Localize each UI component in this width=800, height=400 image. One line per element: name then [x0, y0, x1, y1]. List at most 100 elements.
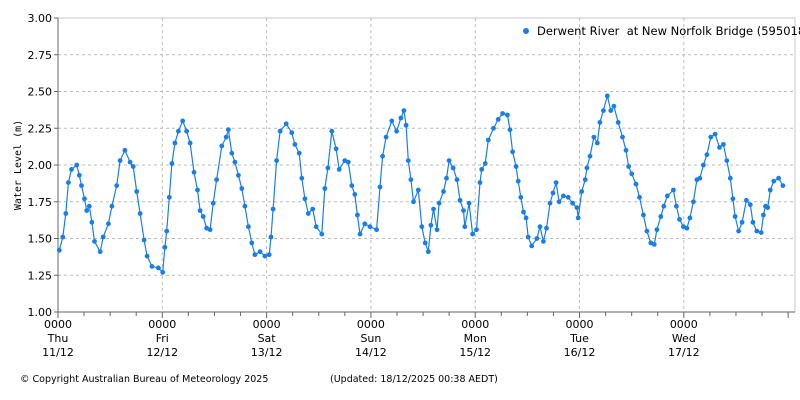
data-point	[747, 202, 753, 208]
data-point	[623, 147, 629, 153]
data-point	[579, 189, 585, 194]
gridlines	[57, 17, 796, 313]
data-point	[615, 120, 621, 125]
data-point	[425, 249, 431, 255]
data-point	[207, 227, 213, 233]
data-point	[444, 175, 449, 181]
data-point	[479, 167, 485, 172]
data-point	[296, 150, 302, 156]
data-point	[408, 177, 414, 183]
data-point	[505, 112, 510, 118]
data-point	[780, 183, 786, 189]
data-point	[608, 108, 614, 113]
data-point	[333, 146, 339, 152]
data-point	[419, 224, 425, 230]
data-point	[594, 140, 600, 146]
y-tick-label: 1.00	[28, 306, 53, 319]
data-point	[79, 183, 84, 189]
data-point	[674, 203, 679, 209]
x-tick-label: 17/12	[668, 346, 700, 359]
data-point	[389, 118, 395, 124]
data-point	[534, 236, 540, 241]
x-tick-label: Sun	[360, 332, 381, 345]
x-tick-label: 16/12	[564, 346, 596, 359]
data-point	[547, 200, 553, 206]
data-point	[310, 206, 316, 212]
data-point	[664, 193, 670, 199]
data-point	[415, 187, 421, 193]
data-point	[160, 269, 166, 275]
data-point	[654, 227, 660, 233]
data-point	[544, 225, 549, 231]
data-point	[477, 180, 483, 186]
data-point	[582, 177, 588, 183]
y-tick-label: 2.25	[28, 122, 53, 135]
x-tick-label: Sat	[258, 332, 277, 345]
data-point	[325, 165, 331, 171]
x-tick-label: 0000	[566, 318, 594, 331]
data-point	[252, 252, 258, 258]
data-point	[495, 117, 501, 122]
y-tick-label: 3.00	[28, 12, 53, 25]
data-point	[313, 224, 319, 230]
data-point	[500, 111, 505, 116]
data-point	[525, 234, 531, 240]
data-point	[575, 215, 581, 221]
data-point	[86, 203, 92, 209]
data-point	[553, 180, 559, 186]
data-point	[677, 217, 682, 222]
data-point	[462, 224, 468, 230]
data-point	[191, 169, 197, 175]
data-point	[431, 206, 436, 212]
data-point	[184, 128, 190, 134]
y-tick-label: 1.50	[28, 233, 53, 246]
data-point	[305, 211, 311, 216]
data-point	[223, 134, 229, 140]
data-point	[144, 253, 150, 259]
data-point	[246, 224, 251, 230]
data-point	[329, 128, 335, 134]
data-point	[651, 242, 657, 247]
data-point	[270, 206, 276, 212]
data-point	[521, 209, 526, 215]
data-point	[736, 228, 741, 234]
data-point	[466, 200, 472, 206]
data-point	[236, 172, 241, 178]
x-tick-label: Mon	[464, 332, 487, 345]
data-point	[69, 167, 74, 172]
data-point	[428, 222, 434, 228]
y-tick-label: 2.50	[28, 86, 53, 99]
data-point	[561, 193, 566, 199]
data-point	[601, 108, 606, 113]
x-tick-label: Thu	[47, 332, 69, 345]
data-point	[84, 208, 90, 214]
data-point	[89, 219, 95, 225]
data-point	[210, 200, 216, 206]
data-point	[214, 177, 220, 183]
y-tick-label: 1.75	[28, 196, 53, 209]
data-point	[266, 252, 272, 258]
data-point	[97, 249, 103, 255]
data-point	[721, 142, 726, 147]
data-point	[684, 225, 690, 231]
data-point	[162, 244, 168, 250]
data-point	[383, 134, 389, 140]
copyright-text: © Copyright Australian Bureau of Meteoro…	[20, 374, 269, 385]
data-point	[732, 214, 738, 219]
x-tick-label: 14/12	[355, 346, 387, 359]
data-point	[141, 237, 147, 243]
data-point	[401, 108, 407, 113]
x-tick-label: 0000	[148, 318, 176, 331]
data-point	[537, 224, 543, 230]
data-point	[355, 212, 360, 218]
y-axis-label: Water Level (m)	[13, 120, 24, 210]
data-point	[701, 162, 706, 168]
series-line	[58, 95, 784, 274]
x-axis: 0000Thu11/120000Fri12/120000Sat13/120000…	[42, 311, 795, 359]
data-point	[109, 203, 115, 209]
data-point	[584, 165, 590, 171]
data-point	[262, 253, 268, 259]
data-point	[611, 103, 617, 109]
data-point	[744, 197, 749, 203]
x-tick-label: Wed	[672, 332, 696, 345]
